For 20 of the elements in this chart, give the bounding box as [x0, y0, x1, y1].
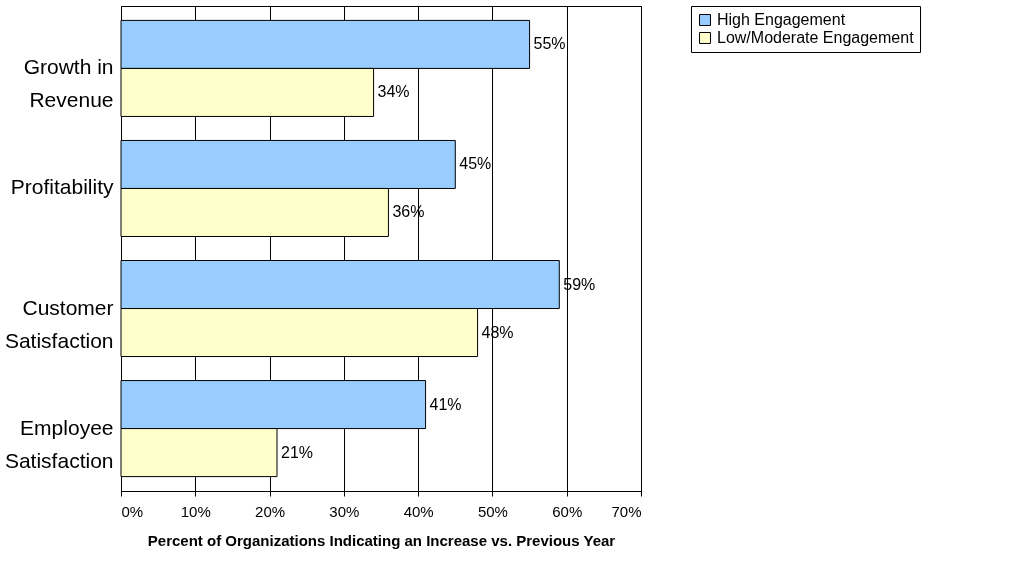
- data-label: 55%: [533, 35, 566, 53]
- data-label: 21%: [281, 443, 314, 461]
- data-label: 34%: [377, 83, 410, 101]
- x-tick-label: 60%: [552, 502, 583, 520]
- data-label: 45%: [459, 155, 492, 173]
- legend-label: Low/Moderate Engagement: [717, 29, 915, 46]
- x-tick-label: 0%: [121, 502, 144, 520]
- x-tick-label: 20%: [255, 502, 286, 520]
- y-tick-label: Profitability: [10, 175, 114, 199]
- x-tick-label: 50%: [477, 502, 508, 520]
- y-tick-label: Growth in Revenue: [23, 55, 114, 112]
- x-tick-label: 30%: [329, 502, 360, 520]
- y-tick-label: Employee Satisfaction: [4, 415, 114, 472]
- x-tick-label: 40%: [403, 502, 434, 520]
- y-tick-label: Customer Satisfaction: [4, 295, 114, 352]
- legend-label: High Engagement: [717, 11, 846, 28]
- x-tick-label: 10%: [180, 502, 211, 520]
- x-tick-label: 70%: [611, 502, 642, 520]
- data-label: 41%: [429, 395, 462, 413]
- x-axis-title: Percent of Organizations Indicating an Increase vs. Previous Year: [147, 531, 616, 549]
